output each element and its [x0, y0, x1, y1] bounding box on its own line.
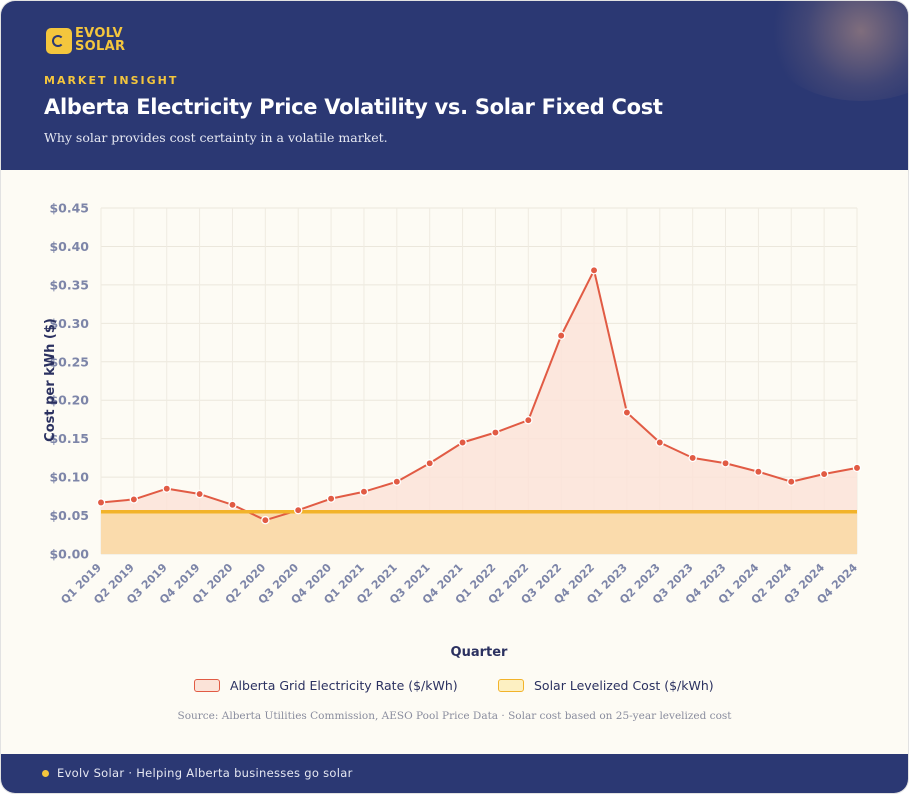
- y-tick-label: $0.05: [49, 508, 89, 523]
- grid-rate-point: [129, 495, 139, 504]
- x-axis-title: Quarter: [451, 645, 509, 660]
- grid-rate-point: [293, 505, 303, 515]
- grid-rate-point: [195, 489, 204, 499]
- source-note: Source: Alberta Utilities Commission, AE…: [177, 710, 732, 722]
- header-banner: EVOLV SOLAR MARKET INSIGHT Alberta Elect…: [1, 1, 908, 170]
- solar-cost-area: [101, 511, 857, 554]
- y-tick-label: $0.25: [49, 354, 89, 369]
- y-tick-label: $0.10: [49, 470, 89, 485]
- footer-bar: Evolv Solar · Helping Alberta businesses…: [1, 754, 908, 793]
- y-tick-label: $0.45: [49, 201, 89, 216]
- footer-text: Evolv Solar · Helping Alberta businesses…: [57, 766, 353, 780]
- y-tick-label: $0.40: [49, 239, 89, 254]
- legend-label-grid: Alberta Grid Electricity Rate ($/kWh): [230, 678, 458, 693]
- grid-rate-point: [589, 266, 599, 275]
- grid-rate-point: [787, 477, 796, 486]
- brand-logo: EVOLV SOLAR: [46, 27, 128, 57]
- grid-rate-point: [359, 487, 369, 496]
- grid-rate-point: [754, 467, 763, 476]
- grid-rate-point: [721, 459, 730, 468]
- grid-rate-point: [852, 463, 862, 473]
- grid-rate-point: [228, 500, 237, 510]
- grid-rate-point: [524, 415, 533, 425]
- grid-rate-area: [101, 270, 857, 554]
- y-axis-title: Cost per kWh ($): [43, 318, 58, 442]
- legend-swatch-grid: [194, 679, 220, 692]
- y-tick-label: $0.15: [49, 431, 89, 446]
- sun-glow: [761, 1, 908, 101]
- footer-bullet-icon: [42, 770, 49, 777]
- eyebrow-label: MARKET INSIGHT: [44, 74, 179, 87]
- grid-rate-point: [392, 477, 402, 486]
- grid-rate-line: [100, 269, 858, 522]
- legend-swatch-solar: [498, 679, 524, 692]
- grid-rate-point: [261, 515, 270, 525]
- grid-rate-point: [655, 438, 665, 447]
- page-title: Alberta Electricity Price Volatility vs.…: [44, 95, 663, 119]
- grid-rate-point: [556, 331, 566, 340]
- grid-rate-point: [326, 494, 336, 503]
- price-chart: $0.00 $0.05 $0.10 $0.15 $0.20 $0.25 $0.30 $0.35…: [43, 201, 862, 660]
- sun-icon: [46, 28, 72, 54]
- logo-text: EVOLV SOLAR: [75, 27, 125, 53]
- grid-rate-point: [458, 438, 467, 447]
- grid-rate-point: [622, 408, 632, 417]
- grid-rate-point: [162, 484, 171, 493]
- grid-rate-point: [425, 459, 434, 468]
- grid-rate-point: [96, 498, 106, 507]
- grid-rate-point: [491, 428, 500, 437]
- logo-line-2: SOLAR: [75, 39, 126, 54]
- y-tick-label: $0.30: [49, 316, 89, 331]
- y-tick-label: $0.20: [49, 393, 89, 408]
- grid-rate-point: [688, 453, 697, 463]
- logo-line-1: EVOLV: [75, 26, 123, 41]
- y-tick-label: $0.35: [49, 277, 89, 292]
- chart-legend: Alberta Grid Electricity Rate ($/kWh) So…: [1, 676, 908, 696]
- grid-rate-point: [819, 469, 829, 479]
- y-tick-label: $0.00: [49, 547, 89, 562]
- page-subtitle: Why solar provides cost certainty in a v…: [44, 130, 388, 145]
- legend-label-solar: Solar Levelized Cost ($/kWh): [534, 678, 714, 693]
